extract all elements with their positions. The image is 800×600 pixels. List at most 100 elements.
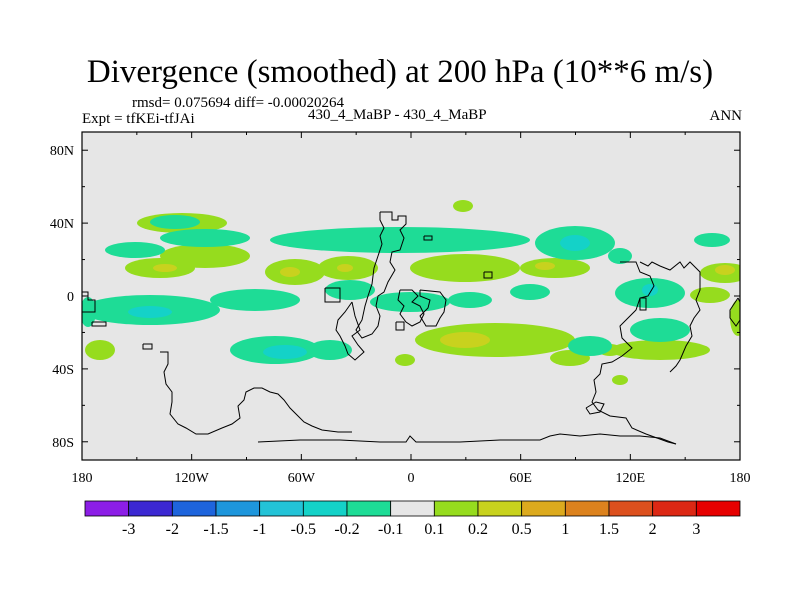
y-tick-label: 80S: [52, 436, 74, 451]
x-tick-label: 60W: [288, 471, 316, 486]
rmsd-diff-stats: rmsd= 0.075694 diff= -0.00020264: [132, 95, 345, 111]
colorbar-swatch: [302, 500, 348, 517]
colorbar-swatch: [652, 500, 697, 517]
colorbar-label: 1: [561, 521, 569, 538]
colorbar-swatch: [608, 500, 654, 517]
season-label: ANN: [709, 108, 743, 124]
contour-core: [128, 306, 172, 318]
coastline-africa: [397, 289, 425, 327]
y-tick-label: 40S: [52, 363, 74, 378]
x-tick-label: 120E: [616, 471, 646, 486]
coastline-south-america: [335, 301, 365, 361]
coastline-antarctica: [585, 401, 605, 415]
contour-fields: [82, 200, 740, 385]
colorbar-label: 1.5: [599, 521, 619, 538]
contour-patch: [608, 248, 632, 264]
contour-patch: [730, 300, 740, 336]
x-tick-label: 60E: [509, 471, 532, 486]
contour-patch: [415, 323, 575, 357]
colorbar-label: 0.1: [424, 521, 444, 538]
coastline-indonesia: [591, 261, 677, 445]
contour-patch: [150, 215, 200, 229]
coastline-asia: [423, 235, 433, 241]
contour-patch: [612, 375, 628, 385]
colorbar-label: 3: [692, 521, 700, 538]
coastline-africa: [355, 211, 407, 339]
colorbar-label: 0.5: [512, 521, 532, 538]
contour-patch: [85, 340, 115, 360]
colorbar-label: -2: [166, 521, 179, 538]
colorbar-label: -0.5: [291, 521, 316, 538]
colorbar-swatch: [433, 500, 479, 517]
contour-patch: [510, 284, 550, 300]
colorbar-swatch: [215, 500, 261, 517]
coastline-antarctica: [160, 351, 352, 435]
coastline-africa: [395, 321, 405, 331]
y-tick-label: 40N: [50, 217, 74, 232]
coastline-africa: [419, 289, 447, 327]
colorbar-swatch: [128, 500, 173, 517]
coastline-americas: [91, 321, 107, 327]
y-tick-label: 80N: [50, 144, 74, 159]
coastline-south-america: [324, 287, 341, 303]
contour-patch: [568, 336, 612, 356]
contour-core: [153, 264, 177, 272]
colorbar-swatch: [84, 500, 130, 517]
contour-patch: [395, 354, 415, 366]
contour-patch: [520, 258, 590, 278]
experiment-label: Expt = tfKEi-tfJAi: [82, 111, 195, 127]
coastline-asia: [483, 271, 493, 279]
contour-patch: [694, 233, 730, 247]
colorbar-swatch: [477, 500, 523, 517]
colorbar-label: -0.2: [334, 521, 359, 538]
coastline-antarctica: [257, 433, 677, 445]
colorbar-label: -0.1: [378, 521, 403, 538]
colorbar-swatch: [695, 500, 741, 517]
contour-patch: [630, 318, 690, 342]
coastline-americas: [142, 343, 153, 350]
contour-core: [263, 345, 307, 359]
coastline-americas: [82, 291, 96, 313]
colorbar-swatch: [564, 500, 610, 517]
contour-patch: [160, 229, 250, 247]
axis-ticks: [81, 132, 741, 460]
colorbar-swatch: [259, 500, 304, 517]
colorbar: -3 -2 -1.5 -1 -0.5 -0.2 -0.1 0.1 0.2 0.5 1 1.5 2 3: [84, 500, 741, 538]
x-tick-label: 120W: [175, 471, 210, 486]
contour-patch: [325, 280, 375, 300]
coastlines: [82, 211, 740, 445]
x-tick-label: 180: [730, 471, 751, 486]
colorbar-swatch: [171, 500, 217, 517]
contour-core: [280, 267, 300, 277]
colorbar-label: -1.5: [203, 521, 228, 538]
coastline-north-america: [639, 261, 701, 373]
contour-patch: [410, 254, 520, 282]
contour-core: [337, 264, 353, 272]
y-axis-labels: 80N 40N 0 40S 80S: [50, 144, 74, 451]
contour-core: [440, 332, 490, 348]
contour-patch: [210, 289, 300, 311]
contour-core: [715, 265, 735, 275]
colorbar-label: 0.2: [468, 521, 488, 538]
contour-core: [642, 284, 658, 296]
x-tick-label: 0: [408, 471, 415, 486]
contour-patch: [308, 340, 352, 360]
contour-patch: [270, 227, 530, 253]
contour-patch: [370, 292, 450, 312]
colorbar-swatch: [521, 500, 566, 517]
contour-core: [560, 235, 590, 251]
y-tick-label: 0: [67, 290, 74, 305]
x-axis-labels: 180 120W 60W 0 60E 120E 180: [72, 471, 751, 486]
colorbar-label: -1: [253, 521, 266, 538]
coastline-pacific-island: [639, 297, 647, 311]
contour-core: [535, 262, 555, 270]
plot-title: Divergence (smoothed) at 200 hPa (10**6 …: [86, 54, 714, 90]
colorbar-swatch: [390, 500, 435, 517]
colorbar-label: -3: [122, 521, 135, 538]
coastline-pacific-island: [729, 297, 740, 327]
contour-patch: [453, 200, 473, 212]
colorbar-label: 2: [649, 521, 657, 538]
case-label: 430_4_MaBP - 430_4_MaBP: [308, 107, 487, 123]
contour-patch: [610, 340, 710, 360]
